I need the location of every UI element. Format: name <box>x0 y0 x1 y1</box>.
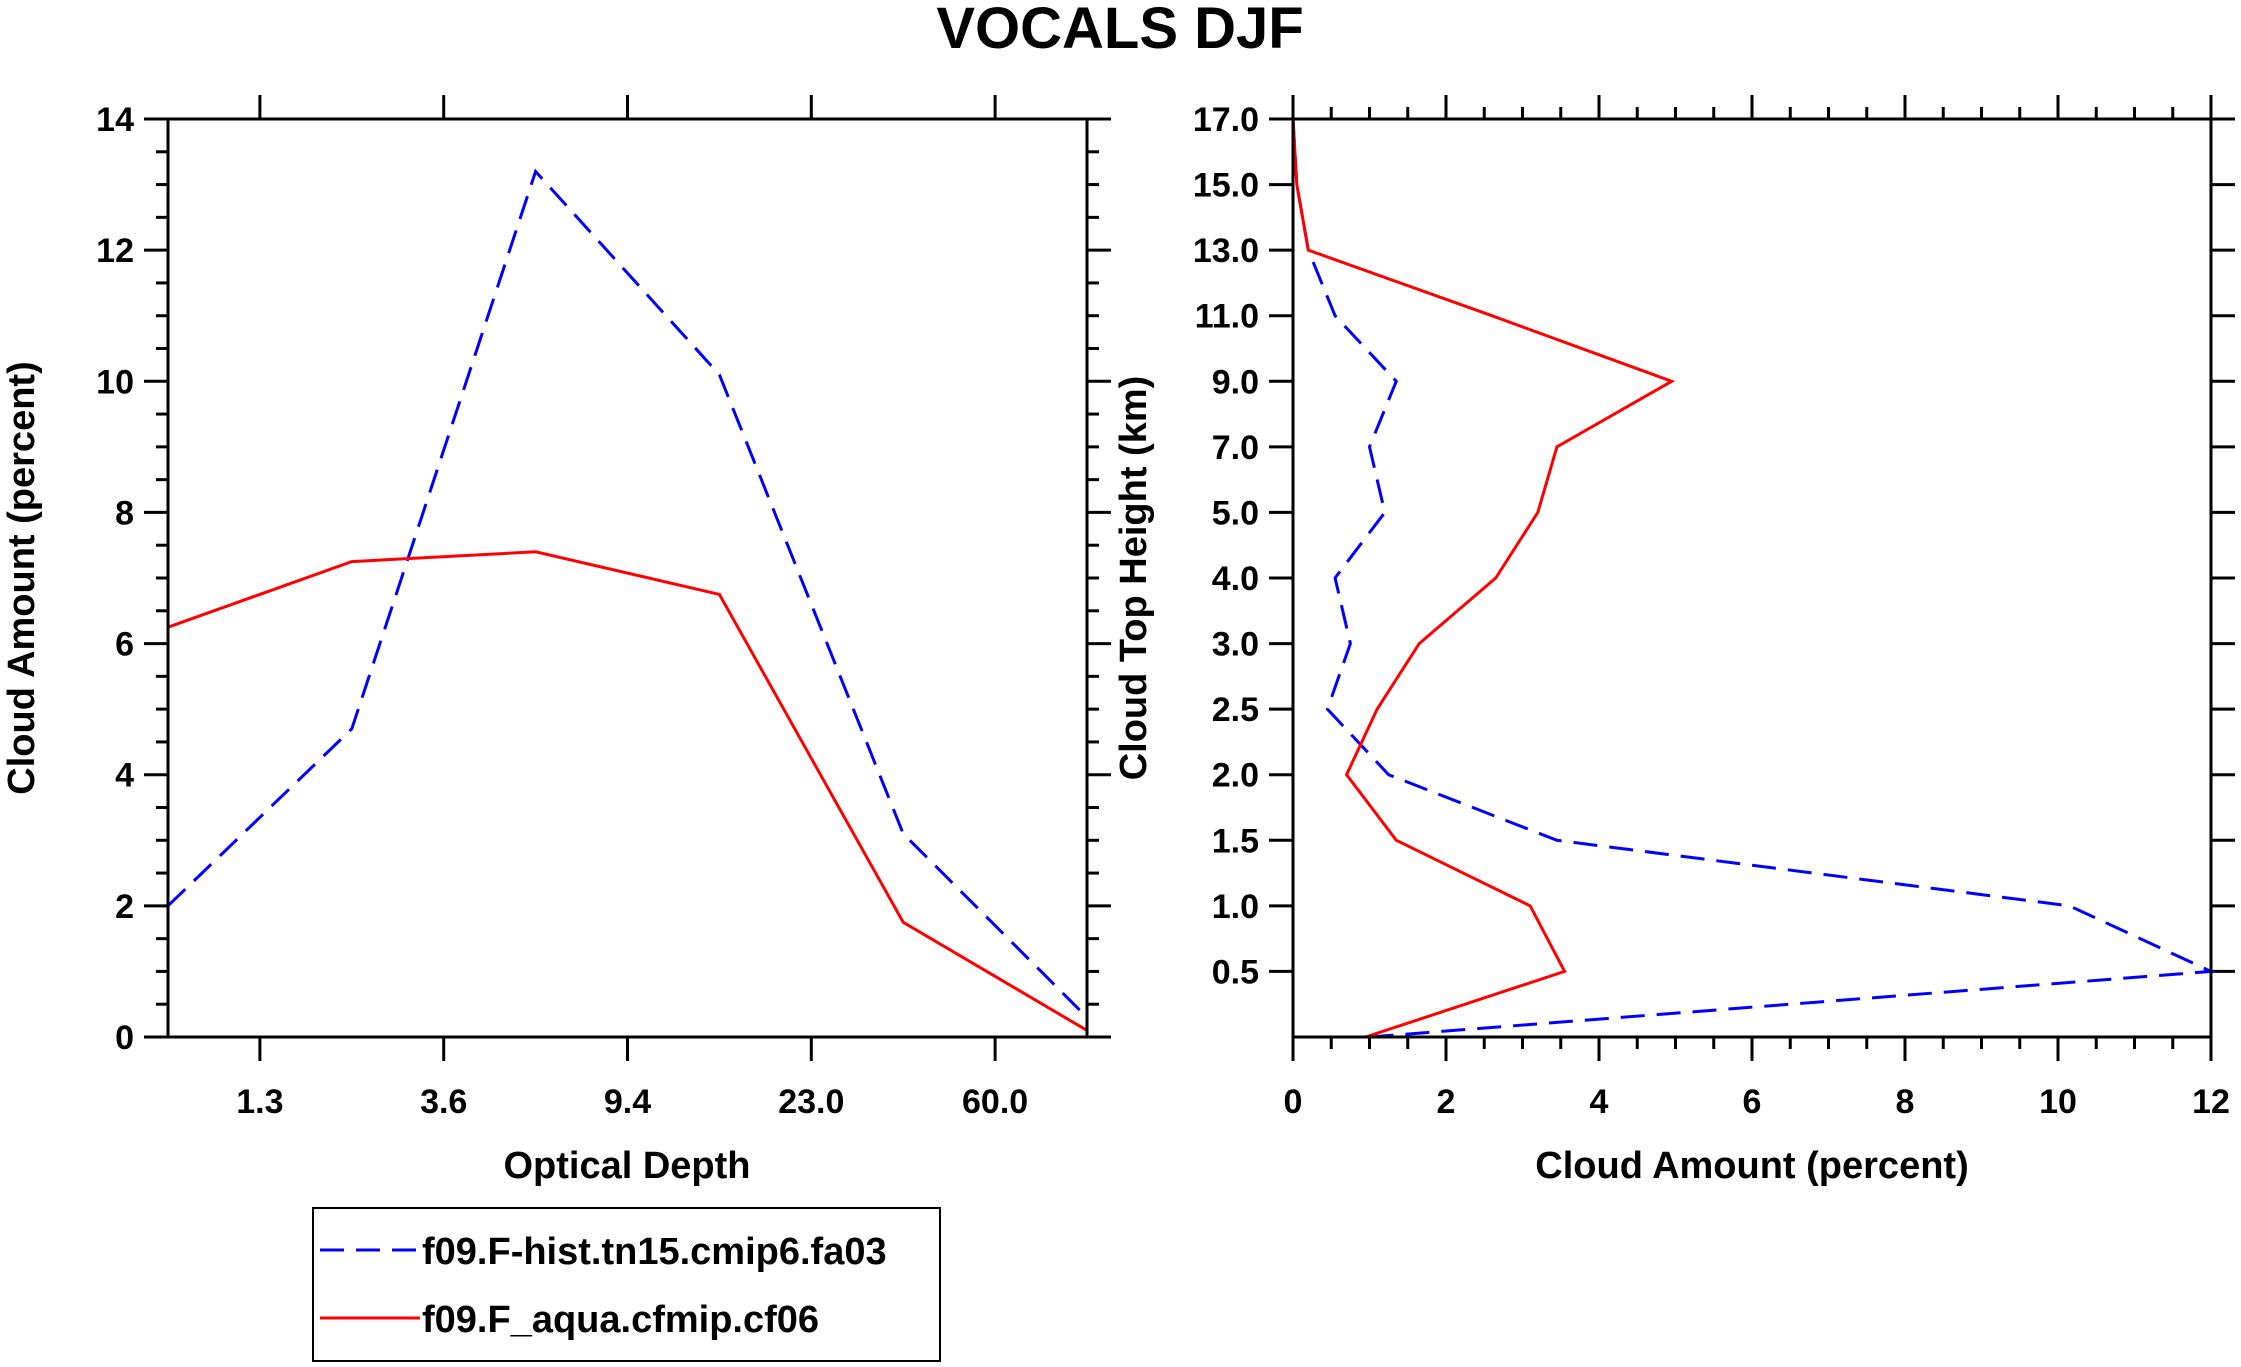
right-panel: 0.5 1.0 1.5 2.0 2.5 3.0 4.0 5.0 7.0 9.0 11.0 13.0 15… <box>1113 95 2235 1187</box>
right-x-tick-label: 2 <box>1437 1083 1456 1121</box>
right-y-tick-label: 13.0 <box>1193 232 1259 270</box>
left-y-tick-label: 12 <box>96 232 134 270</box>
right-plot-frame <box>1291 117 2213 1039</box>
left-y-tick-label: 2 <box>115 888 134 926</box>
legend: f09.F-hist.tn15.cmip6.fa03 f09.F_aqua.cf… <box>312 1207 941 1362</box>
right-x-tick-label: 10 <box>2039 1083 2077 1121</box>
right-x-tick-label: 6 <box>1743 1083 1762 1121</box>
right-x-tick-label: 4 <box>1590 1083 1609 1121</box>
right-x-tick-label: 12 <box>2192 1083 2230 1121</box>
right-y-tick-label: 9.0 <box>1212 363 1259 401</box>
right-y-tick-label: 17.0 <box>1193 101 1259 139</box>
left-x-axis-title: Optical Depth <box>503 1145 750 1187</box>
left-series-lines <box>166 168 1089 1032</box>
right-series-line <box>1291 118 1676 1039</box>
left-axis-ticks <box>144 95 1111 1061</box>
right-y-tick-label: 4.0 <box>1212 560 1259 598</box>
left-x-tick-label: 60.0 <box>962 1083 1028 1121</box>
right-y-tick-label: 2.5 <box>1212 691 1259 729</box>
legend-label-blue: f09.F-hist.tn15.cmip6.fa03 <box>422 1231 887 1273</box>
right-y-tick-label: 3.0 <box>1212 626 1259 664</box>
left-y-tick-label: 14 <box>96 101 134 139</box>
left-x-tick-label: 23.0 <box>778 1083 844 1121</box>
chart-title: VOCALS DJF <box>936 0 1303 61</box>
left-series-line <box>166 168 1089 1019</box>
right-y-tick-label: 15.0 <box>1193 167 1259 205</box>
right-y-axis-title: Cloud Top Height (km) <box>1113 376 1155 781</box>
right-y-tick-label: 1.0 <box>1212 888 1259 926</box>
left-y-tick-label: 10 <box>96 363 134 401</box>
left-x-tick-label: 1.3 <box>236 1083 283 1121</box>
right-tick-labels: 0.5 1.0 1.5 2.0 2.5 3.0 4.0 5.0 7.0 9.0 11.0 13.0 15… <box>1193 101 2230 1121</box>
legend-label-red: f09.F_aqua.cfmip.cf06 <box>422 1299 819 1341</box>
right-series-lines <box>1291 118 2217 1039</box>
left-y-tick-label: 0 <box>115 1019 134 1057</box>
right-x-tick-label: 8 <box>1896 1083 1915 1121</box>
left-plot-frame <box>166 117 1089 1039</box>
legend-box <box>312 1207 941 1362</box>
right-y-tick-label: 1.5 <box>1212 822 1259 860</box>
right-series-line <box>1291 118 2217 1039</box>
left-series-line <box>167 550 1088 1032</box>
right-x-axis-title: Cloud Amount (percent) <box>1535 1145 1968 1187</box>
right-y-tick-label: 0.5 <box>1212 953 1259 991</box>
left-x-tick-label: 3.6 <box>420 1083 467 1121</box>
left-y-tick-label: 8 <box>115 494 134 532</box>
right-y-tick-label: 7.0 <box>1212 429 1259 467</box>
left-y-tick-label: 4 <box>115 757 134 795</box>
right-y-tick-label: 2.0 <box>1212 757 1259 795</box>
left-x-tick-label: 9.4 <box>604 1083 651 1121</box>
right-y-tick-label: 5.0 <box>1212 494 1259 532</box>
left-y-tick-label: 6 <box>115 626 134 664</box>
right-axis-ticks <box>1269 95 2235 1061</box>
left-tick-labels: 0 2 4 6 8 10 12 14 1.3 3.6 9.4 23.0 60.0 <box>96 101 1028 1121</box>
left-y-axis-title: Cloud Amount (percent) <box>1 361 43 794</box>
right-y-tick-label: 11.0 <box>1195 298 1259 336</box>
left-panel: 0 2 4 6 8 10 12 14 1.3 3.6 9.4 23.0 60.0 Optical Dep… <box>1 95 1111 1187</box>
right-x-tick-label: 0 <box>1284 1083 1303 1121</box>
